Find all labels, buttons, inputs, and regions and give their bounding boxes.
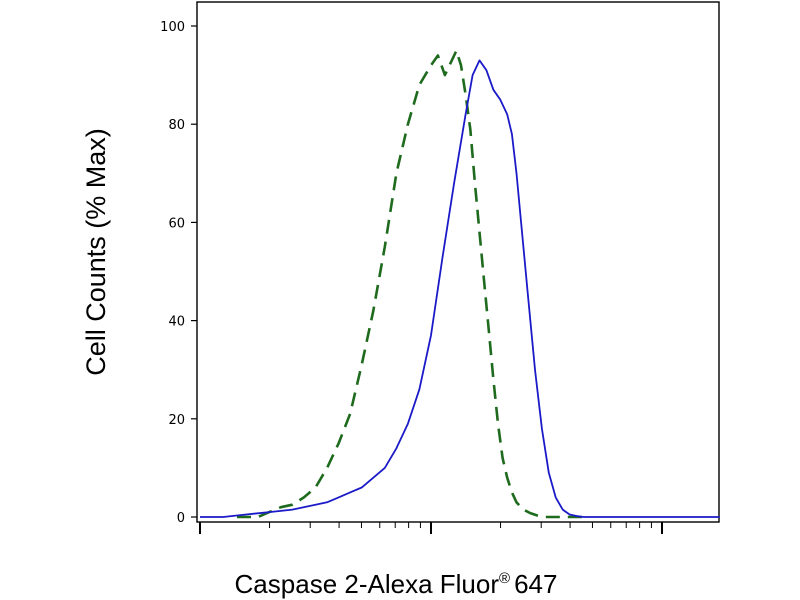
y-tick-label: 60 xyxy=(168,216,185,231)
y-tick-label: 20 xyxy=(168,413,185,428)
plot-frame xyxy=(196,1,720,523)
y-axis-label: Cell Counts (% Max) xyxy=(81,128,111,376)
x-axis-label: Caspase 2-Alexa Fluor® 647 xyxy=(235,569,558,599)
series-solid-line xyxy=(200,59,720,518)
y-tick-label: 0 xyxy=(177,511,185,526)
series-dashed-line xyxy=(237,49,589,519)
y-tick-label: 100 xyxy=(160,20,185,35)
x-axis-label-suffix: 647 xyxy=(514,569,557,599)
y-tick-label: 40 xyxy=(168,315,185,330)
x-axis-ticks xyxy=(199,522,663,534)
y-tick-label: 80 xyxy=(168,118,185,133)
plot-border xyxy=(196,1,720,523)
x-axis-label-registered: ® xyxy=(499,570,510,587)
x-axis-label-text: Caspase 2-Alexa Fluor xyxy=(235,569,500,599)
series-layer xyxy=(200,49,720,519)
y-axis-ticks: 0 20 40 60 80 100 xyxy=(160,20,197,526)
